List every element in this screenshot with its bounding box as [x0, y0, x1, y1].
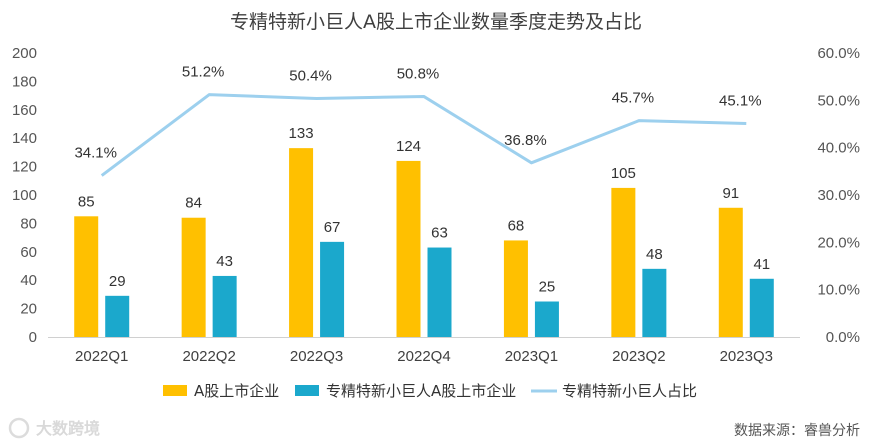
bar-a-share — [74, 216, 99, 337]
x-tick-label: 2022Q2 — [182, 348, 235, 365]
line-data-label: 36.8% — [504, 132, 547, 149]
legend-label: A股上市企业 — [194, 382, 279, 400]
y-right-tick-label: 10.0% — [817, 282, 860, 299]
bar-a-share — [503, 240, 528, 337]
x-axis: 2022Q1 2022Q2 2022Q3 2022Q4 2023Q1 2023Q2 2023… — [75, 348, 773, 365]
y-axis-left: 0 20 40 60 80 100 120 140 160 180 200 — [12, 45, 37, 346]
bar-little-giant — [105, 295, 130, 337]
y-left-tick-label: 80 — [20, 215, 37, 232]
bar-little-giant — [427, 247, 452, 337]
line-data-label: 34.1% — [74, 145, 117, 162]
y-left-tick-label: 0 — [29, 329, 37, 346]
line-data-label: 45.1% — [719, 93, 762, 110]
legend-swatch — [163, 385, 187, 396]
bar-data-label: 63 — [431, 225, 448, 242]
y-right-tick-label: 0.0% — [826, 329, 860, 346]
legend-label: 专精特新小巨人A股上市企业 — [326, 382, 516, 400]
bar-a-share — [396, 160, 421, 337]
line-share — [100, 93, 747, 177]
bar-data-label: 29 — [109, 273, 126, 290]
bar-data-label: 133 — [289, 125, 314, 142]
watermark-text: 大数跨境 — [36, 419, 100, 438]
line-data-label: 50.8% — [397, 66, 440, 83]
x-tick-label: 2023Q1 — [505, 348, 558, 365]
watermark-logo: 大数跨境 — [8, 417, 100, 439]
bar-little-giant — [642, 268, 667, 337]
bar-data-label: 43 — [216, 253, 233, 270]
y-right-tick-label: 60.0% — [817, 45, 860, 62]
legend-label: 专精特新小巨人占比 — [562, 382, 697, 400]
bar-data-label: 91 — [722, 185, 739, 202]
bar-little-giant — [212, 275, 237, 337]
bar-data-label: 68 — [508, 217, 525, 234]
y-right-tick-label: 40.0% — [817, 140, 860, 157]
line-data-label: 51.2% — [182, 64, 225, 81]
y-left-tick-label: 100 — [12, 187, 37, 204]
watermark-icon — [8, 417, 30, 439]
line-data-label: 45.7% — [612, 90, 655, 107]
bar-a-share — [718, 207, 743, 337]
bar-data-label: 25 — [539, 279, 556, 296]
legend-swatch — [295, 385, 319, 396]
y-right-tick-label: 50.0% — [817, 92, 860, 109]
bar-little-giant — [749, 278, 774, 337]
bar-series: 85 29 84 43 133 67 124 63 68 25 105 48 91 41 — [74, 125, 774, 337]
line-series: 34.1% 51.2% 50.4% 50.8% 36.8% 45.7% 45.1% — [74, 64, 762, 177]
y-left-tick-label: 200 — [12, 45, 37, 62]
y-left-tick-label: 60 — [20, 244, 37, 261]
line-data-label: 50.4% — [289, 67, 332, 84]
x-tick-label: 2022Q3 — [290, 348, 343, 365]
bar-data-label: 84 — [185, 195, 202, 212]
y-right-tick-label: 30.0% — [817, 187, 860, 204]
bar-a-share — [181, 217, 206, 337]
y-left-tick-label: 160 — [12, 102, 37, 119]
chart-title: 专精特新小巨人A股上市企业数量季度走势及占比 — [230, 11, 642, 33]
bar-a-share — [611, 187, 636, 337]
bar-data-label: 67 — [324, 219, 341, 236]
y-left-tick-label: 120 — [12, 159, 37, 176]
x-tick-label: 2022Q4 — [397, 348, 450, 365]
bar-data-label: 48 — [646, 246, 663, 263]
legend: A股上市企业 专精特新小巨人A股上市企业 专精特新小巨人占比 — [163, 382, 697, 400]
bar-data-label: 124 — [396, 138, 421, 155]
bar-little-giant — [534, 301, 559, 337]
source-note: 数据来源：睿兽分析 — [734, 423, 860, 439]
bar-data-label: 41 — [753, 256, 770, 273]
x-tick-label: 2022Q1 — [75, 348, 128, 365]
y-left-tick-label: 20 — [20, 301, 37, 318]
y-right-tick-label: 20.0% — [817, 234, 860, 251]
bar-little-giant — [320, 241, 345, 337]
y-left-tick-label: 40 — [20, 272, 37, 289]
x-tick-label: 2023Q2 — [612, 348, 665, 365]
bar-a-share — [289, 148, 314, 337]
bar-data-label: 85 — [78, 193, 95, 210]
y-left-tick-label: 180 — [12, 73, 37, 90]
x-tick-label: 2023Q3 — [720, 348, 773, 365]
y-axis-right: 0.0% 10.0% 20.0% 30.0% 40.0% 50.0% 60.0% — [817, 45, 860, 346]
y-left-tick-label: 140 — [12, 130, 37, 147]
bar-data-label: 105 — [611, 165, 636, 182]
